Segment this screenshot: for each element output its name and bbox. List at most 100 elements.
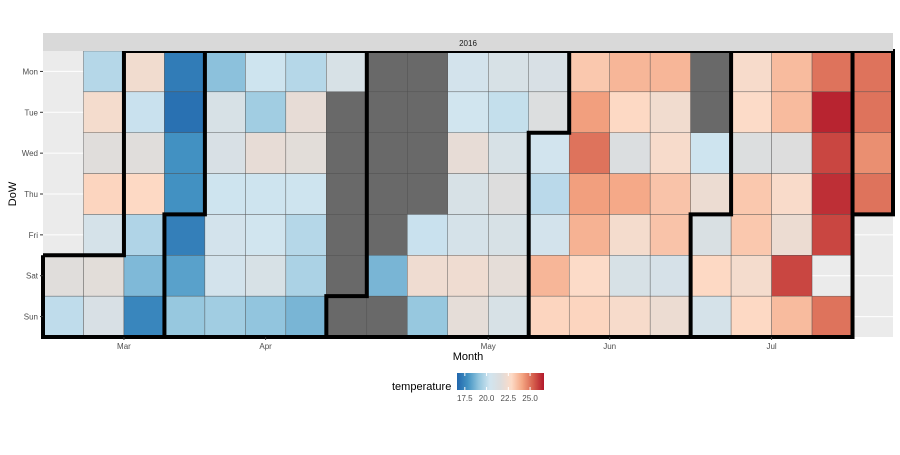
heatmap-cell xyxy=(447,132,489,174)
heatmap-cell xyxy=(488,91,529,133)
heatmap-cell xyxy=(83,255,125,297)
heatmap-cell xyxy=(771,255,813,297)
heatmap-cell xyxy=(366,295,408,338)
heatmap-cell xyxy=(285,255,327,297)
heatmap-cell xyxy=(771,295,813,338)
heatmap-cell xyxy=(204,50,246,93)
heatmap-cell xyxy=(123,214,165,256)
heatmap-cell xyxy=(771,91,813,133)
heatmap-cell xyxy=(285,173,327,215)
heatmap-cell xyxy=(852,132,894,174)
legend-colorbar xyxy=(457,373,544,390)
heatmap-cell xyxy=(164,50,206,93)
month-outline xyxy=(324,51,369,337)
heatmap-cell xyxy=(811,214,853,256)
heatmap-cell xyxy=(447,173,489,215)
heatmap-cell xyxy=(366,132,408,174)
y-tick-label: Sun xyxy=(24,313,38,322)
heatmap-cell xyxy=(164,91,206,133)
month-boundaries xyxy=(41,49,895,339)
facet-strip-label: 2016 xyxy=(459,39,477,48)
heatmap-cell xyxy=(852,91,894,133)
heatmap-cell xyxy=(649,50,691,93)
heatmap-cell xyxy=(690,132,732,174)
heatmap-cell xyxy=(164,132,206,174)
heatmap-cell xyxy=(690,255,732,297)
heatmap-tiles xyxy=(42,50,894,338)
heatmap-cell xyxy=(568,173,610,215)
heatmap-cell xyxy=(447,295,489,338)
y-tick-label: Fri xyxy=(29,231,39,240)
heatmap-cell xyxy=(204,132,246,174)
heatmap-cell xyxy=(649,132,691,174)
legend-title: temperature xyxy=(392,381,451,393)
heatmap-cell xyxy=(609,91,651,133)
heatmap-cell xyxy=(366,255,408,297)
heatmap-cell xyxy=(811,173,853,215)
heatmap-cell xyxy=(447,255,489,297)
heatmap-cell xyxy=(488,132,529,174)
heatmap-cell xyxy=(609,214,651,256)
heatmap-cell xyxy=(42,255,84,297)
heatmap-cell xyxy=(649,295,691,338)
heatmap-cell xyxy=(528,132,570,174)
heatmap-cell xyxy=(326,132,368,174)
heatmap-cell xyxy=(326,91,368,133)
heatmap-cell xyxy=(730,295,772,338)
x-tick-label: Jun xyxy=(603,342,616,351)
heatmap-cell xyxy=(83,214,125,256)
legend-tick-label: 22.5 xyxy=(501,394,517,403)
heatmap-cell xyxy=(730,173,772,215)
heatmap-cell xyxy=(852,50,894,93)
heatmap-cell xyxy=(690,173,732,215)
heatmap-cell xyxy=(811,295,853,338)
heatmap-cell xyxy=(649,173,691,215)
legend: temperature 17.5 20.0 22.5 25.0 xyxy=(392,373,544,403)
heatmap-cell xyxy=(609,295,651,338)
heatmap-cell xyxy=(649,91,691,133)
heatmap-cell xyxy=(366,91,408,133)
heatmap-cell xyxy=(285,132,327,174)
heatmap-cell xyxy=(285,295,327,338)
heatmap-cell xyxy=(568,214,610,256)
x-tick-label: Mar xyxy=(117,342,131,351)
heatmap-cell xyxy=(245,91,287,133)
y-tick-label: Thu xyxy=(24,190,38,199)
x-tick-label: Apr xyxy=(259,342,272,351)
heatmap-cell xyxy=(42,295,84,338)
x-tick-label: May xyxy=(481,342,496,351)
heatmap-cell xyxy=(690,295,732,338)
y-tick-label: Mon xyxy=(22,67,38,76)
heatmap-cell xyxy=(771,214,813,256)
heatmap-cell xyxy=(488,173,529,215)
heatmap-cell xyxy=(568,91,610,133)
heatmap-cell xyxy=(285,91,327,133)
heatmap-cell xyxy=(488,214,529,256)
heatmap-cell xyxy=(488,295,529,338)
heatmap-cell xyxy=(204,214,246,256)
heatmap-cell xyxy=(245,255,287,297)
heatmap-cell xyxy=(407,214,448,256)
heatmap-cell xyxy=(407,255,448,297)
heatmap-cell xyxy=(609,50,651,93)
heatmap-cell xyxy=(83,50,125,93)
heatmap-cell xyxy=(730,91,772,133)
x-axis: Mar Apr May Jun Jul xyxy=(117,337,777,351)
heatmap-cell xyxy=(730,132,772,174)
y-tick-label: Sat xyxy=(26,272,39,281)
legend-ticks: 17.5 20.0 22.5 25.0 xyxy=(457,373,538,403)
heatmap-cell xyxy=(609,255,651,297)
facet-strip: 2016 xyxy=(43,33,893,51)
heatmap-cell xyxy=(649,214,691,256)
month-outline xyxy=(41,49,895,339)
heatmap-cell xyxy=(568,50,610,93)
heatmap-cell xyxy=(83,295,125,338)
heatmap-cell xyxy=(83,91,125,133)
heatmap-cell xyxy=(528,50,570,93)
heatmap-cell xyxy=(204,255,246,297)
x-tick-label: Jul xyxy=(766,342,776,351)
heatmap-cell xyxy=(771,50,813,93)
y-axis: Mon Tue Wed Thu Fri Sat Sun xyxy=(22,67,43,322)
